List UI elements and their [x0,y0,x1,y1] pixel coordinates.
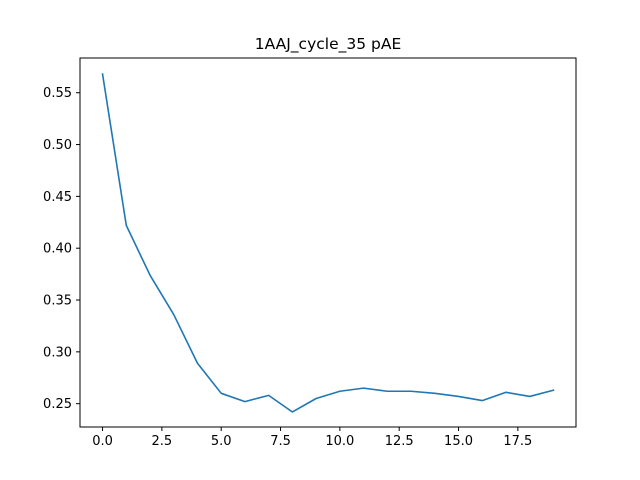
y-axis: 0.25 0.30 0.35 0.40 0.45 0.50 0.55 [43,86,80,412]
series-line [101,73,555,413]
x-axis: 0.0 2.5 5.0 7.5 10.0 12.5 15.0 17.5 [92,427,532,449]
x-tick-label: 17.5 [503,434,532,449]
y-tick-label: 0.40 [43,242,72,257]
x-tick-label: 15.0 [444,434,473,449]
y-tick-label: 0.30 [43,345,72,360]
y-tick-label: 0.45 [43,190,72,205]
x-tick-label: 7.5 [270,434,291,449]
x-tick-label: 5.0 [211,434,232,449]
x-tick-label: 10.0 [325,434,354,449]
x-tick-label: 0.0 [92,434,113,449]
y-tick-label: 0.55 [43,86,72,101]
x-tick-label: 2.5 [152,434,173,449]
chart-title: 1AAJ_cycle_35 pAE [255,35,402,54]
y-tick-label: 0.25 [43,397,72,412]
y-tick-label: 0.50 [43,138,72,153]
y-tick-label: 0.35 [43,294,72,309]
plot-series [101,73,555,413]
plot-area-frame [79,57,577,428]
x-tick-label: 12.5 [385,434,414,449]
